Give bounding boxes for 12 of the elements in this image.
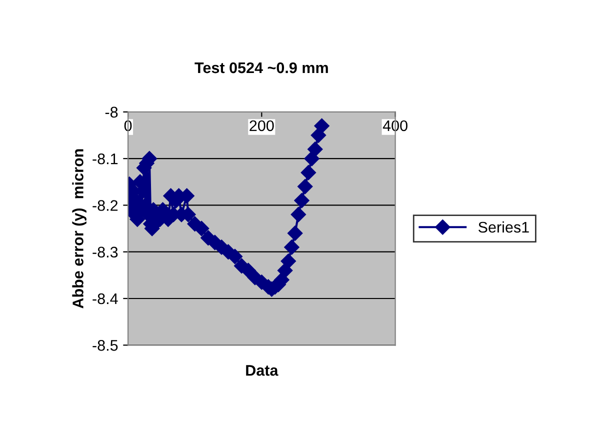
x-tick-label: 400 [382, 120, 408, 132]
x-tick-label: 200 [250, 120, 274, 132]
y-tick-label: -8.4 [92, 293, 118, 304]
y-tick-label: -8 [105, 106, 118, 118]
chart-title: Test 0524 ~0.9 mm [194, 62, 328, 74]
y-tick-label: -8.2 [92, 200, 118, 211]
y-tick-label: -8.3 [92, 246, 118, 258]
y-axis-title: Abbe error (y) micron [72, 149, 86, 308]
y-tick-label: -8.5 [92, 340, 118, 351]
legend-label: Series1 [478, 221, 529, 233]
x-axis-title: Data [246, 365, 278, 376]
y-tick-label: -8.1 [92, 153, 118, 164]
